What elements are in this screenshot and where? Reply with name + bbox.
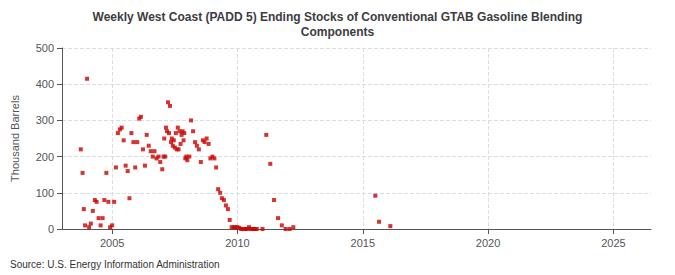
svg-text:400: 400 (36, 78, 54, 90)
svg-text:100: 100 (36, 187, 54, 199)
svg-text:Source: U.S. Energy Informatio: Source: U.S. Energy Information Administ… (10, 259, 220, 270)
svg-text:300: 300 (36, 114, 54, 126)
svg-text:Thousand Barrels: Thousand Barrels (9, 95, 21, 182)
svg-text:500: 500 (36, 42, 54, 54)
svg-text:2010: 2010 (225, 237, 249, 249)
svg-text:Components: Components (301, 25, 375, 39)
svg-text:0: 0 (48, 223, 54, 235)
svg-text:Weekly West Coast (PADD 5) End: Weekly West Coast (PADD 5) Ending Stocks… (93, 10, 583, 24)
svg-text:200: 200 (36, 151, 54, 163)
svg-text:2015: 2015 (351, 237, 375, 249)
svg-text:2020: 2020 (476, 237, 500, 249)
svg-text:2025: 2025 (601, 237, 625, 249)
svg-text:2005: 2005 (100, 237, 124, 249)
